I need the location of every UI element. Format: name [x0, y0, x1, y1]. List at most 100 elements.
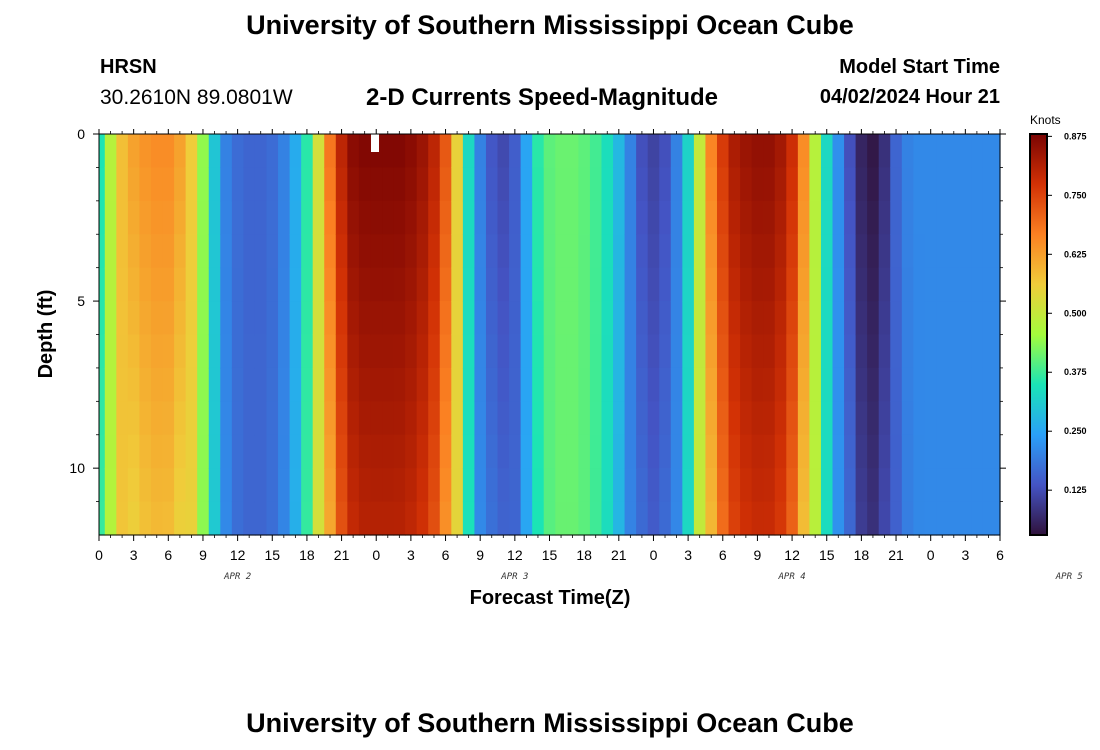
heatmap-cell [312, 134, 325, 169]
heatmap-cell [324, 501, 337, 536]
heatmap-cell [924, 200, 938, 235]
heatmap-cell [347, 134, 360, 169]
heatmap-cell [174, 501, 187, 536]
heatmap-cell [497, 267, 510, 302]
heatmap-cell [335, 401, 348, 436]
heatmap-cell [220, 167, 233, 202]
heatmap-cell [405, 468, 418, 503]
heatmap-cell [278, 301, 291, 336]
heatmap-cell [289, 401, 302, 436]
heatmap-cell [936, 434, 949, 469]
heatmap-cell [312, 234, 325, 269]
heatmap-cell [162, 434, 175, 469]
heatmap-cell [578, 501, 591, 536]
heatmap-cell [659, 434, 672, 469]
heatmap-cell [220, 501, 233, 536]
heatmap-cell [948, 301, 961, 336]
heatmap-cell [520, 434, 533, 469]
heatmap-cell [312, 434, 325, 469]
heatmap-cell [451, 200, 464, 235]
heatmap-cell [254, 401, 268, 436]
x-tick-label: 9 [199, 547, 207, 563]
heatmap-cell [555, 234, 568, 269]
heatmap-cell [913, 234, 926, 269]
heatmap-cell [405, 234, 418, 269]
heatmap-cell [370, 401, 383, 436]
heatmap-cell [613, 301, 626, 336]
heatmap-cell [693, 234, 707, 269]
heatmap-cell [405, 434, 418, 469]
heatmap-cell [405, 167, 418, 202]
heatmap-cell [301, 468, 314, 503]
heatmap-cell [254, 367, 268, 402]
heatmap-cell [278, 501, 291, 536]
heatmap-cell [901, 367, 914, 402]
heatmap-cell [497, 401, 510, 436]
heatmap-cell [266, 167, 279, 202]
heatmap-cell [127, 234, 141, 269]
heatmap-cell [716, 501, 730, 536]
heatmap-cell [150, 401, 164, 436]
heatmap-cell [716, 234, 730, 269]
heatmap-cell [347, 267, 360, 302]
heatmap-cell [936, 234, 949, 269]
heatmap-cell [254, 334, 268, 369]
chart-title: University of Southern Mississippi Ocean… [246, 10, 854, 40]
heatmap-cell [844, 501, 857, 536]
heatmap-cell [509, 468, 522, 503]
day-label: APR 4 [778, 572, 806, 582]
heatmap-cell [289, 267, 302, 302]
heatmap-cell [924, 468, 938, 503]
heatmap-cell [405, 200, 418, 235]
heatmap-cell [867, 367, 880, 402]
heatmap-cell [324, 200, 337, 235]
heatmap-cell [485, 501, 499, 536]
heatmap-cell [104, 468, 117, 503]
heatmap-cell [532, 468, 545, 503]
heatmap-cell [208, 367, 221, 402]
heatmap-cell [786, 134, 799, 169]
heatmap-cell [104, 501, 117, 536]
heatmap-cell [705, 234, 718, 269]
heatmap-cell [439, 167, 452, 202]
heatmap-cell [647, 334, 660, 369]
heatmap-cell [301, 434, 314, 469]
heatmap-cell [416, 334, 429, 369]
heatmap-cell [832, 200, 845, 235]
heatmap-cell [104, 234, 117, 269]
heatmap-cell [382, 200, 395, 235]
heatmap-cell [139, 200, 152, 235]
heatmap-cell [763, 334, 776, 369]
heatmap-cell [150, 234, 164, 269]
heatmap-cell [797, 301, 810, 336]
heatmap-cell [924, 367, 938, 402]
heatmap-cell [716, 167, 730, 202]
heatmap-cell [867, 167, 880, 202]
heatmap-cell [867, 200, 880, 235]
heatmap-cell [751, 301, 764, 336]
heatmap-cell [358, 167, 372, 202]
heatmap-cell [358, 501, 372, 536]
heatmap-cell [624, 234, 637, 269]
heatmap-cell [520, 134, 533, 169]
heatmap-cell [751, 334, 764, 369]
heatmap-cell [566, 401, 579, 436]
heatmap-cell [347, 468, 360, 503]
heatmap-cell [659, 334, 672, 369]
heatmap-cell [555, 267, 568, 302]
heatmap-cell [197, 501, 210, 536]
heatmap-cell [509, 334, 522, 369]
heatmap-cell [485, 234, 499, 269]
heatmap-cell [116, 501, 129, 536]
heatmap-cell [809, 367, 822, 402]
heatmap-cell [913, 301, 926, 336]
heatmap-cell [820, 401, 834, 436]
heatmap-cell [948, 501, 961, 536]
heatmap-cell [728, 468, 741, 503]
heatmap-cell [254, 200, 268, 235]
heatmap-cell [289, 167, 302, 202]
heatmap-cell [243, 234, 256, 269]
heatmap-cell [994, 334, 1001, 369]
heatmap-cell [208, 468, 221, 503]
